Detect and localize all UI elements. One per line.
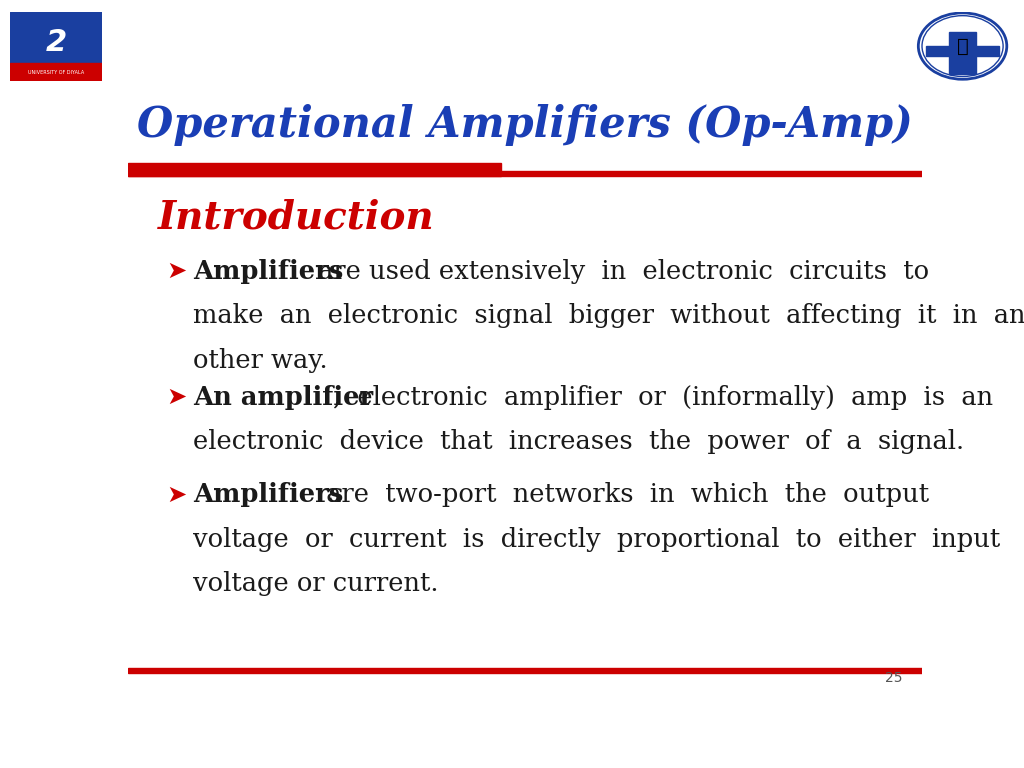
Text: 25: 25 — [885, 670, 902, 684]
Text: other way.: other way. — [194, 348, 328, 372]
Text: 2: 2 — [46, 28, 67, 57]
Text: voltage  or  current  is  directly  proportional  to  either  input: voltage or current is directly proportio… — [194, 527, 1000, 552]
Text: Operational Amplifiers (Op-Amp): Operational Amplifiers (Op-Amp) — [137, 104, 912, 146]
Text: Amplifiers: Amplifiers — [194, 259, 343, 284]
Bar — [128, 667, 922, 673]
Text: Amplifiers: Amplifiers — [194, 482, 343, 508]
Text: electronic  device  that  increases  the  power  of  a  signal.: electronic device that increases the pow… — [194, 429, 965, 454]
Text: are used extensively  in  electronic  circuits  to: are used extensively in electronic circu… — [309, 259, 929, 284]
Text: ➤: ➤ — [166, 259, 186, 283]
Text: make  an  electronic  signal  bigger  without  affecting  it  in  any: make an electronic signal bigger without… — [194, 303, 1024, 328]
Bar — [128, 92, 922, 172]
Text: ➤: ➤ — [166, 482, 186, 506]
Text: UNIVERSITY OF DIYALA: UNIVERSITY OF DIYALA — [29, 70, 84, 74]
Bar — [10, 12, 102, 64]
Bar — [10, 64, 102, 81]
Text: are  two-port  networks  in  which  the  output: are two-port networks in which the outpu… — [309, 482, 929, 508]
Bar — [128, 170, 922, 176]
Text: voltage or current.: voltage or current. — [194, 571, 438, 596]
Text: ➤: ➤ — [166, 385, 186, 409]
Text: ,  electronic  amplifier  or  (informally)  amp  is  an: , electronic amplifier or (informally) a… — [333, 385, 993, 410]
Text: 🏛: 🏛 — [956, 37, 969, 55]
Bar — [128, 163, 501, 176]
Bar — [926, 46, 999, 57]
Bar — [948, 32, 977, 74]
Text: An amplifier: An amplifier — [194, 385, 373, 410]
Text: Introduction: Introduction — [158, 199, 435, 237]
